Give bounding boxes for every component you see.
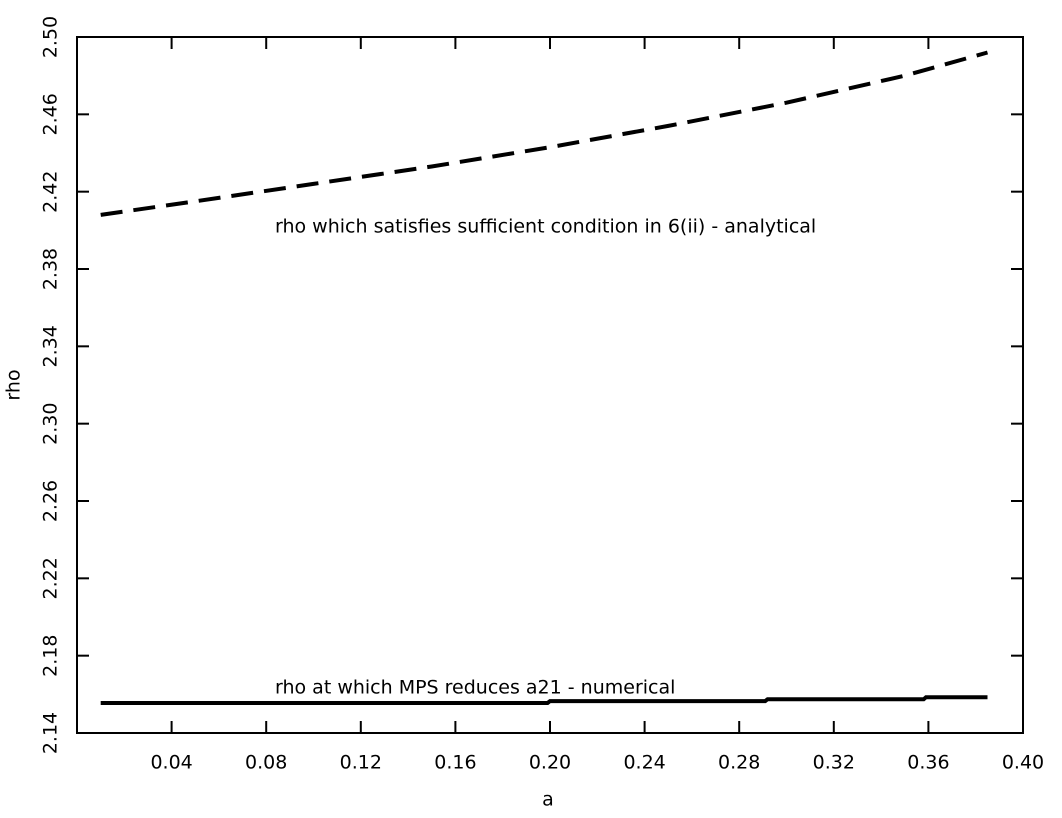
y-tick-label: 2.22 <box>40 557 62 599</box>
y-tick-label: 2.38 <box>40 248 62 290</box>
y-tick-label: 2.34 <box>40 325 62 367</box>
y-tick-label: 2.18 <box>40 635 62 677</box>
y-axis-label: rho <box>3 369 25 400</box>
y-tick-label: 2.46 <box>40 93 62 135</box>
x-tick-label: 0.08 <box>245 752 287 774</box>
x-tick-label: 0.12 <box>340 752 382 774</box>
x-axis-label: a <box>542 789 554 811</box>
x-tick-label: 0.20 <box>529 752 571 774</box>
x-tick-label: 0.24 <box>623 752 665 774</box>
x-tick-label: 0.36 <box>907 752 949 774</box>
x-tick-label: 0.32 <box>813 752 855 774</box>
x-tick-label: 0.28 <box>718 752 760 774</box>
data-line <box>100 50 989 217</box>
x-tick-label: 0.40 <box>1002 752 1044 774</box>
y-tick-label: 2.26 <box>40 480 62 522</box>
y-tick-label: 2.50 <box>40 16 62 58</box>
y-tick-label: 2.30 <box>40 403 62 445</box>
x-tick-label: 0.04 <box>150 752 192 774</box>
plot-frame <box>76 36 1024 734</box>
x-tick-label: 0.16 <box>434 752 476 774</box>
series-label: rho at which MPS reduces a21 - numerical <box>275 677 675 699</box>
data-line <box>100 695 988 705</box>
series-label: rho which satisfies sufficient condition… <box>275 216 816 238</box>
y-tick-label: 2.14 <box>40 712 62 754</box>
y-tick-label: 2.42 <box>40 171 62 213</box>
